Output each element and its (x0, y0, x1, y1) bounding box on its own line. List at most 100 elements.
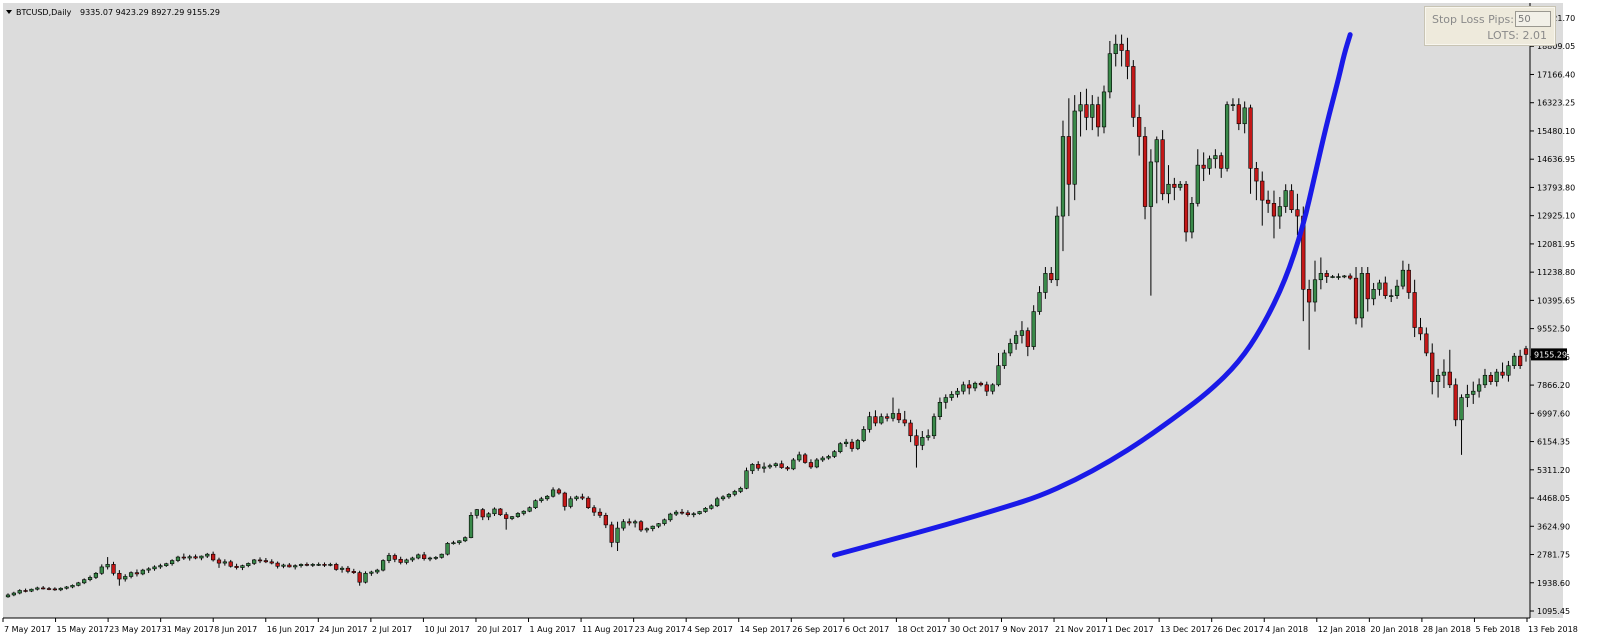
candle-body (521, 510, 526, 514)
candle-body (240, 565, 245, 568)
candle-body (533, 500, 538, 509)
candle (1471, 381, 1476, 404)
candle (785, 465, 790, 471)
trend-curve[interactable] (831, 32, 1353, 558)
candle-body (943, 397, 948, 403)
candle (1371, 282, 1376, 306)
candle (1512, 352, 1517, 369)
candle-body (457, 540, 462, 544)
candle (568, 496, 573, 509)
candle-body (263, 560, 269, 563)
candle (826, 454, 831, 460)
candle-body (375, 569, 380, 573)
candle-body (64, 586, 69, 589)
candle (76, 581, 81, 587)
candle (287, 563, 292, 568)
candle (1476, 378, 1482, 398)
candle (451, 540, 456, 545)
candle (1289, 184, 1294, 213)
candle-body (1008, 343, 1013, 354)
candle-body (539, 498, 544, 501)
candle-body (767, 465, 773, 468)
candle-body (1213, 155, 1218, 160)
candle-body (633, 521, 638, 524)
candle-body (363, 572, 368, 583)
candle (861, 426, 866, 443)
candle (814, 458, 819, 469)
candle-body (304, 564, 310, 566)
candle-body (1101, 91, 1107, 128)
candle (1078, 91, 1083, 137)
x-tick-label: 13 Dec 2017 (1160, 625, 1211, 634)
candle-body (1060, 136, 1066, 217)
candle-body (1219, 155, 1224, 169)
candle (984, 381, 989, 396)
candle (199, 555, 204, 561)
candle-body (937, 402, 943, 417)
x-tick-label: 12 Jan 2018 (1318, 625, 1366, 634)
candle (416, 553, 421, 560)
candle (64, 586, 69, 590)
candle-body (879, 416, 884, 424)
y-tick-label: 3624.90 (1537, 522, 1570, 531)
candle-body (1500, 371, 1505, 376)
candle-body (1418, 327, 1423, 335)
candle (1107, 40, 1112, 99)
candle (427, 556, 433, 562)
candle (844, 438, 849, 447)
candle-body (404, 559, 409, 563)
candle (398, 556, 403, 565)
x-tick-label: 26 Sep 2017 (792, 625, 843, 634)
candle-body (515, 513, 521, 517)
y-tick-label: 12081.95 (1537, 240, 1575, 249)
candle (1224, 101, 1230, 172)
candle-body (615, 527, 620, 543)
candle-body (967, 384, 972, 389)
candle (117, 570, 122, 586)
candle-body (568, 498, 573, 507)
candle (1101, 85, 1107, 134)
candle-body (527, 507, 532, 512)
candle (756, 461, 761, 471)
candle-body (1236, 104, 1241, 125)
candle-body (1494, 371, 1499, 382)
candle-body (556, 489, 562, 494)
candle-body (750, 464, 755, 472)
candle-body (1072, 110, 1077, 185)
candle-body (720, 496, 726, 500)
candle (574, 495, 579, 501)
candle (169, 559, 175, 566)
candle-body (1447, 371, 1452, 386)
candle-body (351, 571, 356, 573)
candle (1441, 359, 1447, 388)
candle (1119, 34, 1124, 67)
candle-body (574, 496, 579, 500)
candle (1178, 181, 1183, 191)
candle (457, 540, 462, 545)
candle-body (35, 587, 40, 590)
candle (802, 452, 808, 464)
candle (1201, 152, 1206, 182)
trend-drawing[interactable] (831, 32, 1353, 558)
candle-body (685, 512, 690, 516)
candle-body (902, 419, 907, 424)
candle (363, 571, 368, 584)
candle (972, 381, 978, 392)
candle (1002, 349, 1007, 369)
y-tick-label: 9552.50 (1537, 325, 1570, 334)
candle-body (1230, 104, 1236, 106)
candle (304, 562, 310, 567)
candle (1025, 327, 1030, 357)
candle-body (146, 568, 151, 571)
candle (1142, 126, 1148, 220)
candle-body (1178, 183, 1183, 188)
y-tick-label: 15480.10 (1537, 127, 1575, 136)
dropdown-triangle-icon[interactable] (6, 10, 12, 14)
stop-loss-input[interactable] (1515, 11, 1551, 27)
candle-body (562, 492, 567, 507)
candle-body (345, 567, 351, 572)
candle (504, 512, 509, 530)
candle-body (703, 508, 708, 512)
candle-body (908, 422, 913, 437)
